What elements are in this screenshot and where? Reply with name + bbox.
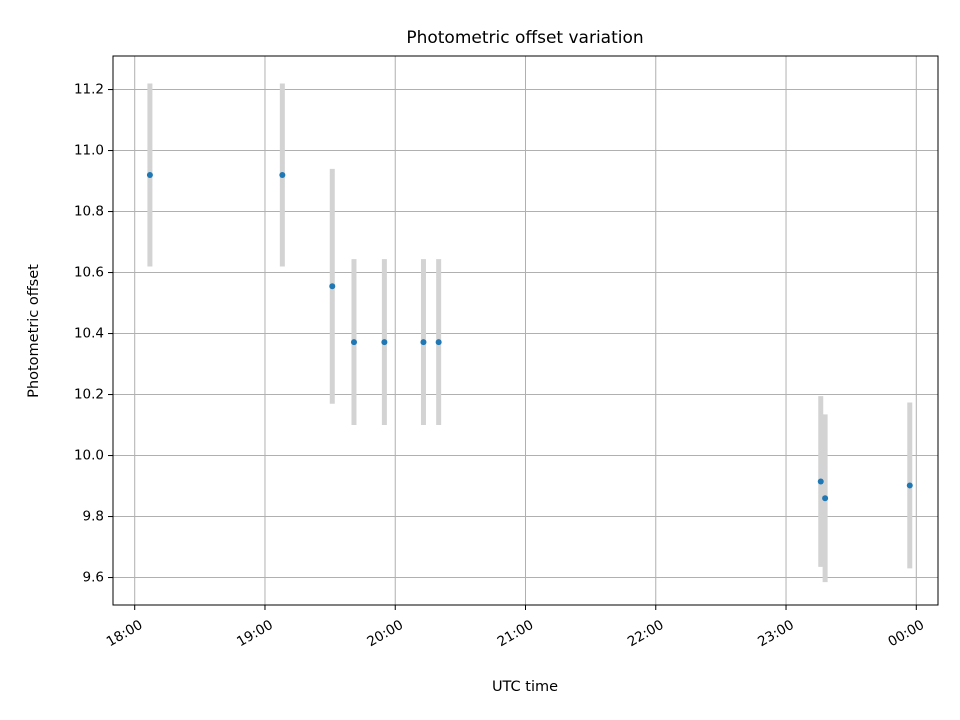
chart-title: Photometric offset variation (406, 28, 643, 48)
data-point (146, 171, 153, 178)
grid (113, 56, 938, 605)
y-tick-label: 9.6 (83, 570, 104, 586)
data-point (329, 283, 336, 290)
data-point (435, 339, 442, 346)
y-tick-label: 11.2 (74, 82, 104, 98)
data-point (350, 339, 357, 346)
y-tick-label: 10.4 (74, 326, 104, 342)
x-axis-label: UTC time (492, 679, 558, 695)
data-point (906, 482, 913, 489)
y-tick-label: 10.8 (74, 204, 104, 220)
y-tick-label: 9.8 (83, 509, 104, 525)
y-tick-label: 10.0 (74, 448, 104, 464)
data-point (279, 171, 286, 178)
y-axis-label: Photometric offset (26, 264, 42, 398)
y-axis-ticks: 9.6 9.8 10.0 10.2 10.4 10.6 10.8 11.0 11.2 (74, 82, 113, 586)
data-point (381, 339, 388, 346)
y-tick-label: 10.2 (74, 387, 104, 403)
data-points (146, 171, 913, 502)
y-tick-label: 11.0 (74, 143, 104, 159)
data-point (822, 495, 829, 502)
y-tick-label: 10.6 (74, 265, 104, 281)
data-point (817, 478, 824, 485)
data-point (420, 339, 427, 346)
